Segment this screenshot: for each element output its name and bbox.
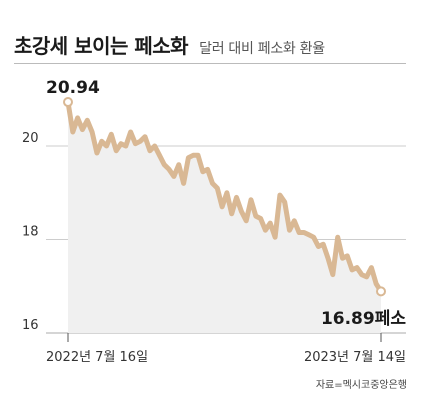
chart-subtitle: 달러 대비 페소화 환율 bbox=[199, 41, 325, 57]
end-point-marker bbox=[376, 286, 386, 297]
x-tick-label-end: 2023년 7월 14일 bbox=[304, 350, 406, 365]
y-tick-label: 20 bbox=[22, 131, 39, 146]
area-fill bbox=[68, 102, 381, 333]
source-note: 자료=멕시코중앙은행 bbox=[315, 380, 407, 391]
start-point-marker bbox=[63, 97, 73, 108]
start-value-label: 20.94 bbox=[46, 78, 100, 98]
chart-title: 초강세 보이는 페소화 bbox=[14, 34, 189, 58]
title-row: 초강세 보이는 페소화 달러 대비 페소화 환율 bbox=[14, 30, 325, 59]
y-tick-label: 18 bbox=[22, 225, 39, 240]
series-line bbox=[65, 99, 384, 294]
title-divider bbox=[14, 63, 406, 64]
y-tick-labels: 16 18 20 bbox=[22, 131, 39, 333]
end-value-label: 16.89페소 bbox=[321, 309, 406, 329]
y-tick-label: 16 bbox=[22, 318, 39, 333]
x-tick-label-start: 2022년 7월 16일 bbox=[46, 350, 148, 365]
